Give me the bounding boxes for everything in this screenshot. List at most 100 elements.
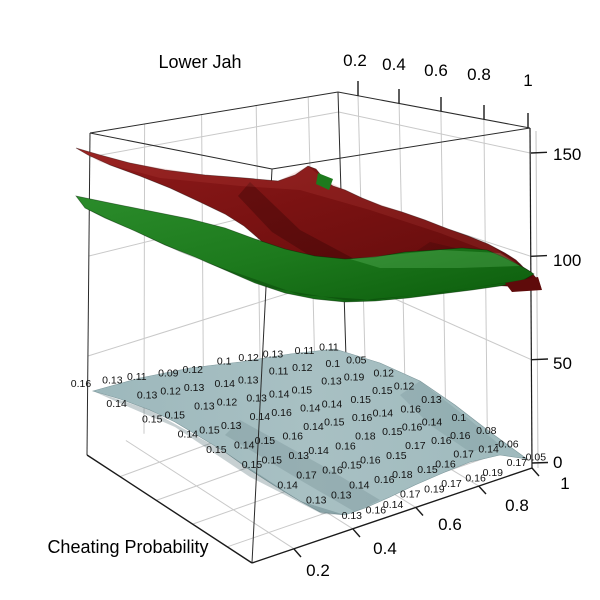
surface-value-label: 0.13 (137, 390, 158, 402)
line-shape (125, 440, 295, 550)
line-shape (529, 127, 533, 469)
surface-value-label: 0.16 (400, 403, 421, 415)
line-shape (86, 132, 91, 456)
surface-value-label: 0.16 (335, 440, 356, 452)
surface-value-label: 0.13 (238, 374, 259, 386)
line-shape (352, 528, 361, 538)
line-shape (337, 91, 531, 129)
surface-value-label: 0.14 (214, 378, 235, 390)
surface-value-label: 0.11 (127, 371, 147, 383)
surface-value-label: 0.17 (507, 457, 528, 469)
surface-value-label: 0.15 (350, 394, 371, 406)
surface-value-label: 0.15 (142, 414, 163, 426)
surface-value-label: 0.14 (277, 479, 298, 491)
bottom-tick-1: 1 (560, 474, 569, 493)
surface-value-label: 0.05 (346, 354, 367, 366)
polygon-shape (225, 420, 380, 512)
surface-value-label: 0.14 (178, 429, 199, 441)
line-shape (89, 132, 273, 170)
bottom-tick-0.8: 0.8 (505, 496, 529, 515)
line-shape (338, 111, 531, 154)
line-shape (535, 130, 539, 469)
line-shape (415, 506, 424, 516)
polygon-shape (350, 250, 520, 268)
surface-value-label: 0.14 (322, 398, 343, 410)
surface-value-label: 0.12 (373, 368, 394, 380)
bottom-tick-0.4: 0.4 (373, 539, 397, 558)
surface-value-label: 0.15 (341, 460, 362, 472)
surface-value-label: 0.14 (373, 408, 394, 420)
surface-value-label: 0.1 (452, 412, 467, 424)
z-tick-100: 100 (553, 251, 581, 270)
top-tick-0.2: 0.2 (343, 51, 367, 70)
top-tick-0.4: 0.4 (382, 55, 406, 74)
z-tick-50: 50 (553, 354, 572, 373)
surface-value-label: 0.15 (255, 435, 276, 447)
surface-value-label: -0.06 (495, 438, 519, 450)
surface-value-label: 0.13 (421, 394, 442, 406)
surface-value-label: 0.16 (402, 421, 423, 433)
bottom-axis-title: Cheating Probability (47, 537, 208, 557)
surface-value-label: 0.15 (324, 417, 345, 429)
line-shape (201, 114, 205, 412)
surface-value-label: 0.13 (102, 375, 123, 387)
surface-value-label: 0.15 (242, 459, 263, 471)
surface-value-label: 0.14 (250, 411, 271, 423)
surface-value-label: 0.11 (269, 366, 289, 378)
line-shape (86, 454, 253, 564)
surface-value-label: 0.19 (483, 467, 504, 479)
surface-value-label: 0.17 (400, 489, 421, 501)
line-shape (251, 467, 533, 564)
line-shape (531, 467, 540, 477)
surface-value-label: 0.14 (422, 417, 443, 429)
surface-value-label: 0.13 (263, 348, 284, 360)
surface-value-label: 0.13 (221, 420, 242, 432)
plot-title: Lower Jah (158, 52, 241, 72)
top-tick-0.6: 0.6 (424, 61, 448, 80)
surface-value-label: 0.17 (296, 470, 317, 482)
line-shape (531, 461, 549, 464)
z-tick-150: 150 (553, 145, 581, 164)
surface-value-label: 0.12 (160, 386, 181, 398)
surface-value-label: 0.17 (405, 440, 426, 452)
surface-value-label: 0.17 (453, 449, 474, 461)
surface-value-label: 0.12 (238, 352, 259, 364)
surface-value-label: 0.15 (372, 385, 393, 397)
bottom-axis-tick-labels: 0.2 0.4 0.6 0.8 1 (306, 474, 570, 580)
line-shape (271, 127, 531, 170)
surface-value-label: 0.12 (217, 397, 238, 409)
bounding-box-edges (86, 91, 539, 469)
top-tick-1: 1 (523, 71, 532, 90)
surface-value-label: 0.13 (288, 450, 309, 462)
line-shape (89, 91, 339, 134)
surface-value-label: 0.15 (199, 425, 220, 437)
surface-value-label: 0.15 (206, 444, 227, 456)
line-shape (293, 548, 302, 558)
green-notch (316, 173, 333, 190)
bottom-axis-ticks (293, 467, 540, 558)
surface-value-label: 0.11 (295, 345, 315, 357)
polygon-shape (238, 182, 360, 268)
surface-value-label: 0.12 (182, 364, 203, 376)
surface-value-label: 0.16 (465, 473, 486, 485)
surface-value-label: 0.18 (392, 469, 413, 481)
surface-value-label: 0.13 (184, 382, 205, 394)
surface-value-label: 0.14 (478, 443, 499, 455)
surface-value-label: 0.15 (417, 464, 438, 476)
surface-value-label: 0.16 (431, 435, 452, 447)
polygon-shape (400, 381, 500, 452)
surface-value-label: 0.19 (344, 372, 365, 384)
surface-value-label: 0.1 (325, 358, 340, 370)
surface-value-label: 0.15 (292, 385, 313, 397)
surface-value-label: 0.11 (319, 341, 339, 353)
polygon-shape (76, 148, 523, 267)
line-shape (531, 358, 549, 361)
lower-surface (91, 348, 528, 516)
surface-value-label: 0.15 (382, 426, 403, 438)
line-shape (531, 254, 548, 257)
surface-value-label: 0.14 (303, 421, 324, 433)
surface-value-label: 0.16 (366, 505, 387, 517)
polygon-shape (93, 391, 345, 515)
surface-value-label: 0.14 (300, 403, 321, 415)
